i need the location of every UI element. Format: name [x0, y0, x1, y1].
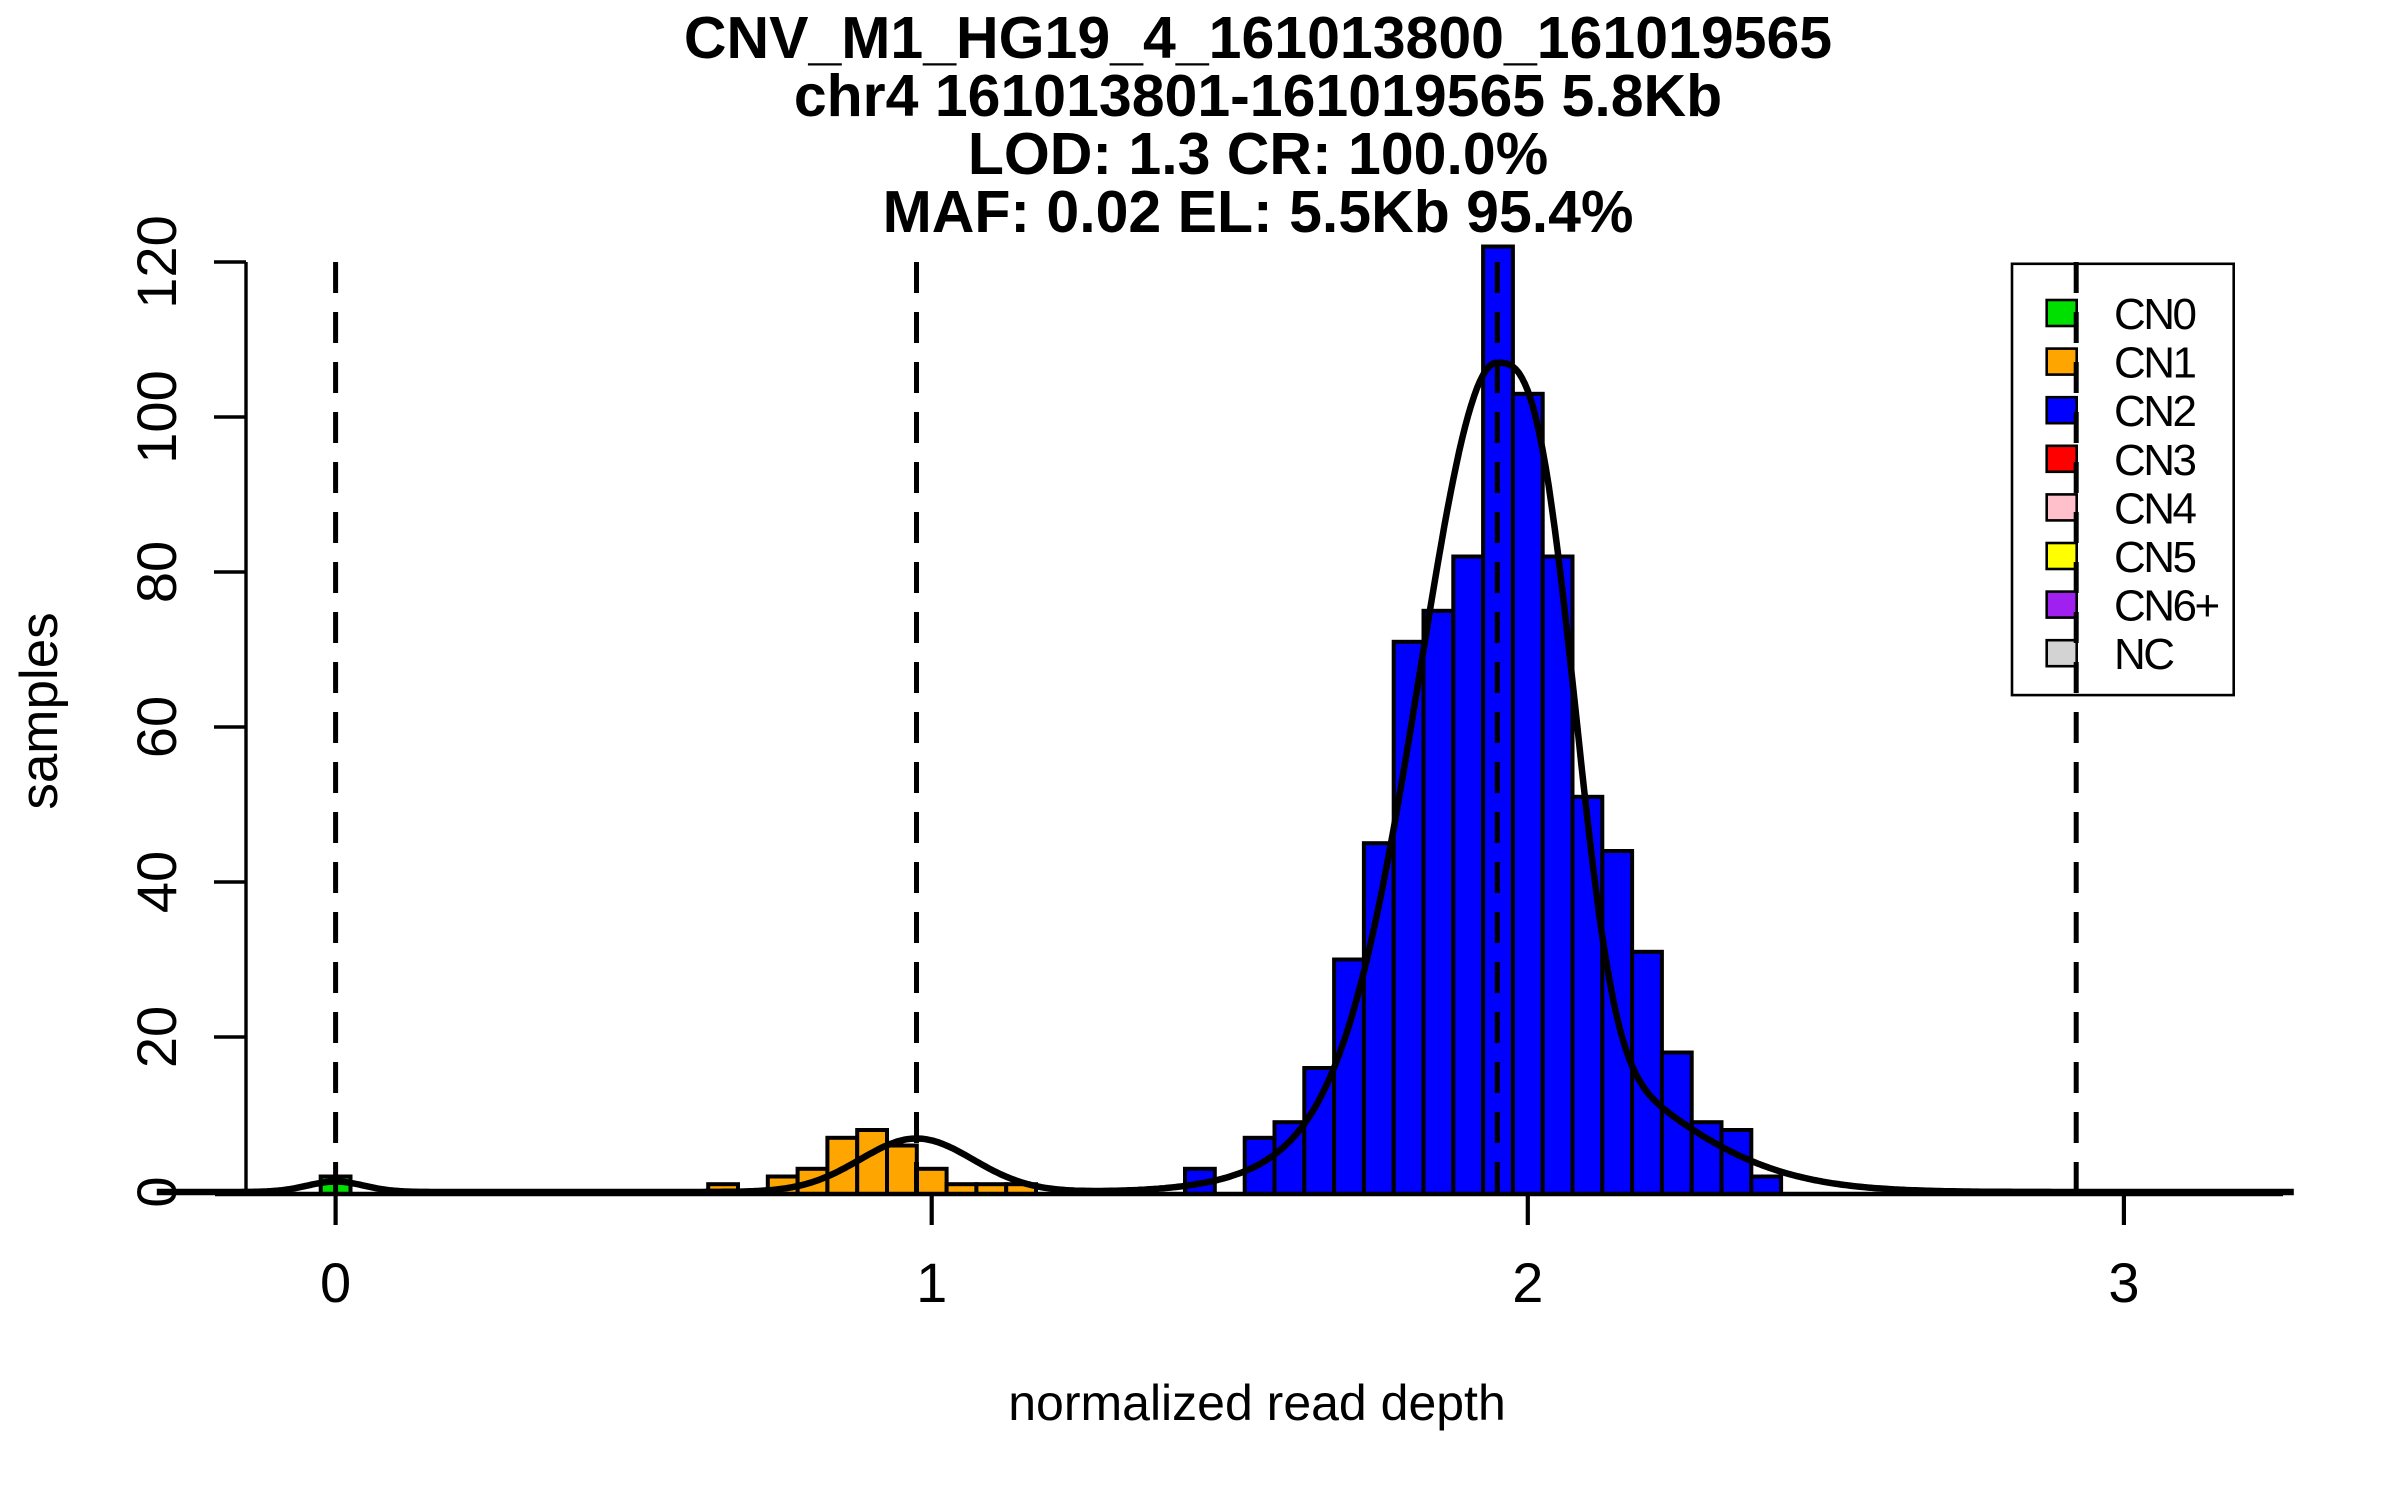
- svg-text:40: 40: [125, 851, 188, 913]
- svg-text:80: 80: [125, 541, 188, 603]
- svg-text:CNV_M1_HG19_4_161013800_161019: CNV_M1_HG19_4_161013800_161019565: [684, 5, 1832, 71]
- svg-text:1: 1: [916, 1251, 947, 1314]
- svg-text:120: 120: [125, 215, 188, 308]
- svg-text:20: 20: [125, 1006, 188, 1068]
- svg-text:100: 100: [125, 370, 188, 463]
- svg-text:chr4 161013801-161019565 5.8Kb: chr4 161013801-161019565 5.8Kb: [794, 63, 1722, 129]
- svg-text:2: 2: [1512, 1251, 1543, 1314]
- svg-text:3: 3: [2108, 1251, 2139, 1314]
- svg-text:MAF: 0.02 EL: 5.5Kb 95.4%: MAF: 0.02 EL: 5.5Kb 95.4%: [883, 179, 1634, 245]
- svg-text:NC: NC: [2114, 630, 2174, 679]
- svg-text:0: 0: [320, 1251, 351, 1314]
- svg-text:0: 0: [125, 1176, 188, 1207]
- svg-text:CN5: CN5: [2114, 533, 2196, 582]
- svg-text:normalized read depth: normalized read depth: [1008, 1375, 1506, 1431]
- svg-text:LOD: 1.3 CR: 100.0%: LOD: 1.3 CR: 100.0%: [968, 121, 1548, 187]
- svg-text:CN0: CN0: [2114, 290, 2196, 339]
- svg-text:samples: samples: [10, 612, 69, 809]
- svg-text:CN2: CN2: [2114, 387, 2196, 436]
- svg-text:CN4: CN4: [2114, 484, 2197, 533]
- svg-text:CN6+: CN6+: [2114, 582, 2219, 631]
- svg-text:60: 60: [125, 696, 188, 758]
- svg-text:CN3: CN3: [2114, 436, 2196, 485]
- svg-text:CN1: CN1: [2114, 339, 2196, 388]
